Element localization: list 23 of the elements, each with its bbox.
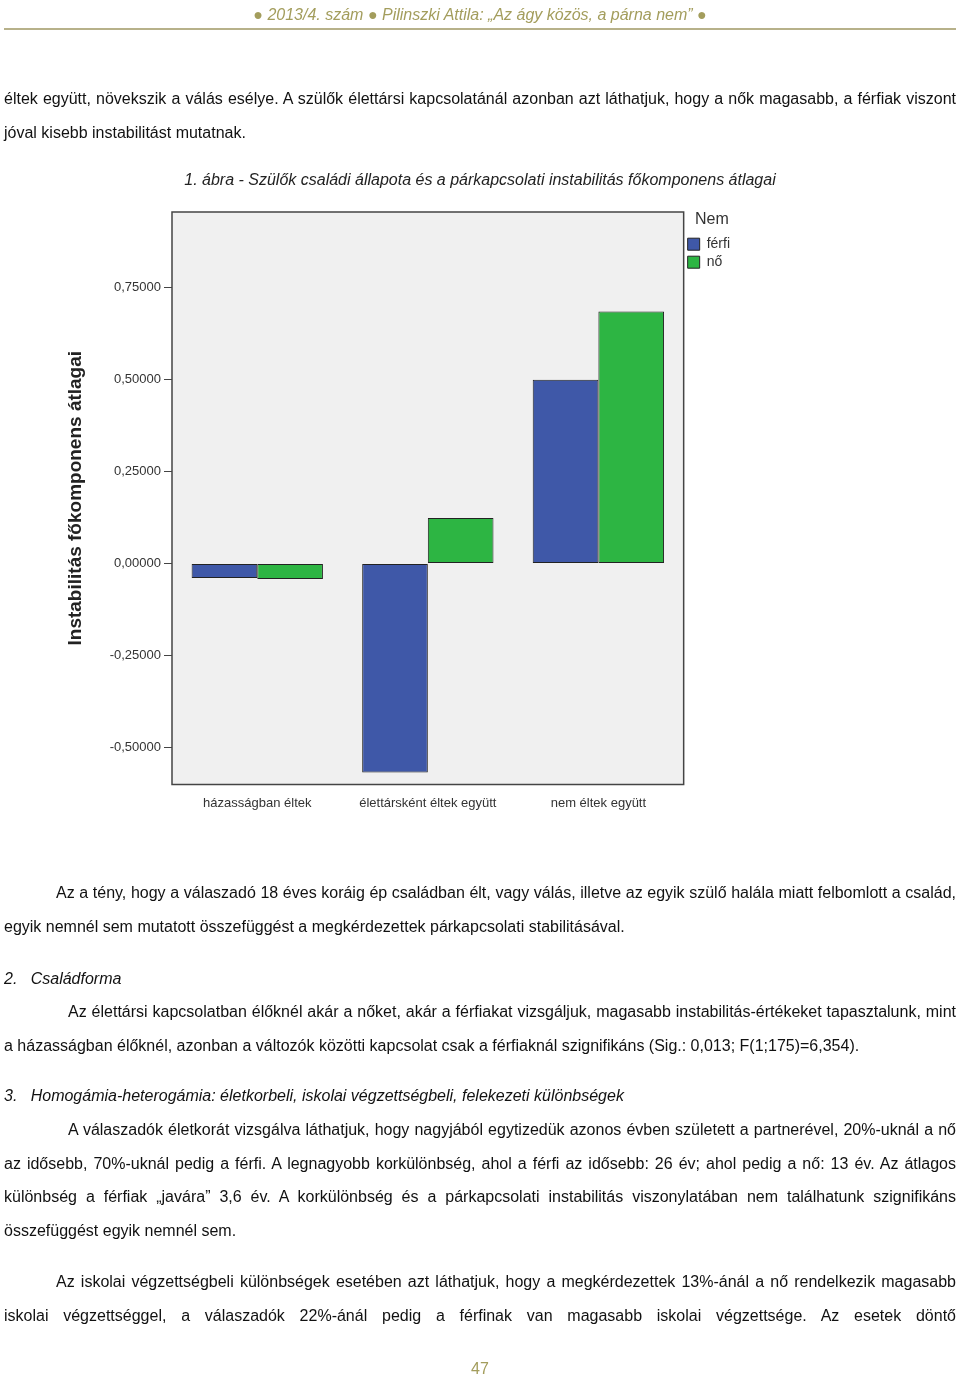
text: Az iskolai végzettségbeli különbségek esetében azt láthatjuk, hogy a megkérdezettek 13%-ánál a nő rendelkezik magasabb iskolai végzettséggel, a válaszadók 22%-ánál pedig a férfinak van magasabb iskolai végzettsége. Az esetek döntő <box>4 1272 956 1326</box>
text: 2. Családforma <box>4 969 123 989</box>
x-tick-label: nem éltek együtt <box>550 794 647 810</box>
y-tick-label: 0,75000 <box>114 279 161 295</box>
text: ● 2013/4. szám ● Pilinszki Attila: „Az ágy közös, a párna nem” ● <box>4 2 956 30</box>
y-tick-label: 0,00000 <box>114 555 161 571</box>
legend-title: Nem <box>694 210 729 228</box>
y-tick-label: -0,25000 <box>109 647 161 663</box>
y-tick-label: 0,25000 <box>114 463 161 479</box>
text: A válaszadók életkorát vizsgálva láthatjuk, hogy nagyjából egytizedük azonos évben született a partnerével, 20%-uknál a nő az idősebb, 70%-uknál pedig a férfi. A legnagyobb korkülönbség, ahol a férfi az idősebb: 26 év; ahol pedig a nő: 13 év. Az átlagos különbség a férfiak „javára” 3,6 év. A korkülönbség és a párkapcsolati instabilitás viszonylatában nem találhatunk szignifikáns összefüggést egyik nemnél sem. <box>4 1120 956 1241</box>
text: 47 <box>470 1359 490 1379</box>
legend-label: férfi <box>706 235 731 252</box>
text: Az a tény, hogy a válaszadó 18 éves koráig ép családban élt, vagy válás, illetve az egyik szülő halála miatt felbomlott a család, egyik nemnél sem mutatott összefüggést a megkérdezettek párkapcsolati stabilitásával. <box>4 883 956 937</box>
text: éltek együtt, növekszik a válás esélye. A szülők élettársi kapcsolatánál azonban azt láthatjuk, hogy a nők magasabb, a férfiak viszont jóval kisebb instabilitást mutatnak. <box>4 89 956 143</box>
y-tick-label: -0,50000 <box>109 739 161 755</box>
y-tick-label: 0,50000 <box>114 371 161 387</box>
x-tick-label: házasságban éltek <box>203 794 312 810</box>
text: Az élettársi kapcsolatban élőknél akár a nőket, akár a férfiakat vizsgáljuk, magasabb instabilitás-értékeket tapasztalunk, mint a házasságban élőknél, azonban a változók közötti kapcsolat csak a férfiaknál szignifikáns (Sig.: 0,013; F(1;175)=6,354). <box>4 1002 956 1056</box>
y-axis-title: Instabilitás főkomponens átlagai <box>63 350 85 646</box>
chart-title: 1. ábra - Szülők családi állapota és a párkapcsolati instabilitás főkomponens átlagai <box>183 171 777 189</box>
x-tick-label: élettársként éltek együtt <box>359 794 497 810</box>
text: 3. Homogámia-heterogámia: életkorbeli, iskolai végzettségbeli, felekezeti különbségek <box>4 1086 626 1106</box>
legend-label: nő <box>706 253 723 270</box>
